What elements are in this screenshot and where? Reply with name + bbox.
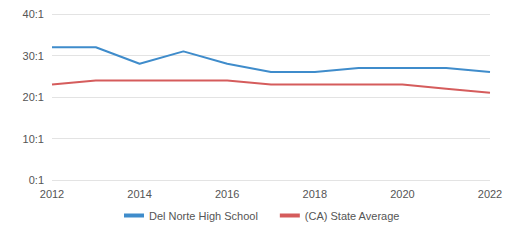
svg-text:2018: 2018 [303, 188, 327, 200]
svg-text:(CA) State Average: (CA) State Average [305, 210, 400, 222]
svg-text:2012: 2012 [40, 188, 64, 200]
svg-text:10:1: 10:1 [23, 133, 44, 145]
svg-text:Del Norte High School: Del Norte High School [149, 210, 258, 222]
svg-text:0:1: 0:1 [29, 174, 44, 186]
svg-text:30:1: 30:1 [23, 50, 44, 62]
svg-text:2014: 2014 [127, 188, 151, 200]
svg-text:40:1: 40:1 [23, 8, 44, 20]
svg-text:2022: 2022 [478, 188, 502, 200]
svg-text:20:1: 20:1 [23, 91, 44, 103]
svg-text:2020: 2020 [390, 188, 414, 200]
svg-text:2016: 2016 [215, 188, 239, 200]
